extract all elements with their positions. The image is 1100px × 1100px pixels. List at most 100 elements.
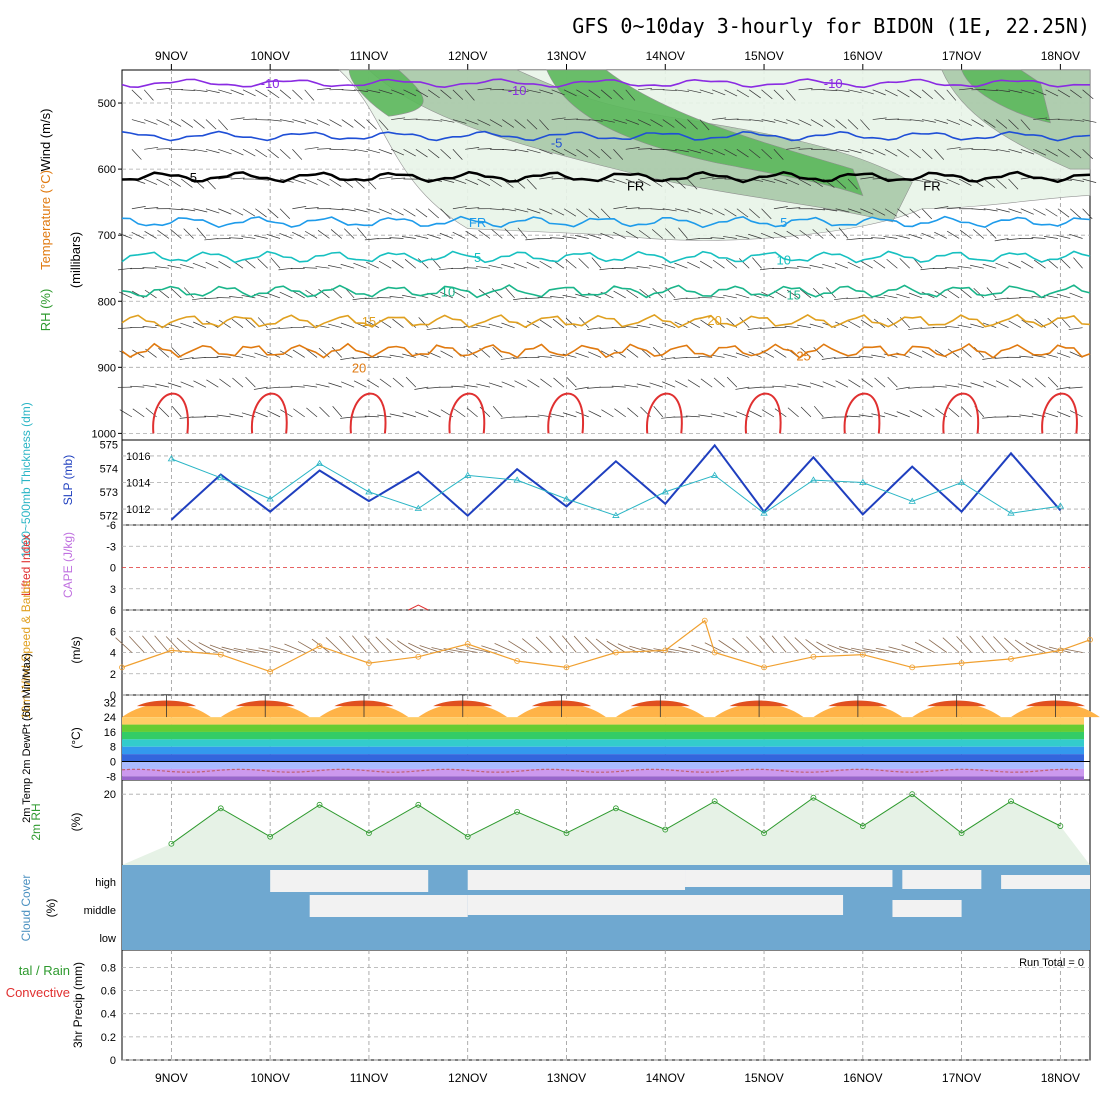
- upper-wind-barb: [218, 148, 232, 155]
- upper-wind-barb: [539, 319, 552, 328]
- upper-wind-barb: [563, 208, 577, 217]
- upper-wind-barb: [230, 208, 244, 216]
- wind-tick-2: 2: [110, 669, 116, 681]
- upper-wind-barb: [414, 386, 429, 390]
- upper-wind-barb: [267, 410, 281, 418]
- upper-wind-barb: [650, 208, 665, 211]
- upper-wind-barb: [1019, 355, 1034, 358]
- upper-wind-barb: [170, 288, 182, 299]
- upper-wind-barb: [1069, 351, 1083, 358]
- wind-barb: [187, 639, 207, 653]
- upper-wind-barb: [292, 149, 303, 160]
- upper-wind-barb: [341, 89, 356, 91]
- upper-wind-barb: [774, 349, 787, 358]
- cape-ylabel: CAPE (J/kg): [61, 532, 75, 598]
- upper-wind-barb: [1057, 119, 1072, 121]
- upper-wind-barb: [465, 119, 479, 125]
- upper-wind-barb: [625, 178, 639, 185]
- upper-wind-barb: [352, 297, 367, 301]
- upper-wind-barb: [736, 148, 749, 158]
- wind-barb: [522, 638, 540, 653]
- upper-wind-barb: [193, 321, 207, 328]
- upper-wind-barb: [292, 89, 303, 100]
- upper-wind-barb: [290, 267, 305, 270]
- upper-wind-barb: [179, 357, 194, 360]
- upper-wind-barb: [304, 178, 318, 185]
- upper-wind-barb: [489, 119, 503, 127]
- wind-barb: [209, 644, 231, 653]
- upper-wind-barb: [1008, 148, 1023, 154]
- upper-wind-barb: [739, 317, 750, 328]
- upper-wind-barb: [328, 323, 342, 329]
- upper-wind-barb: [440, 291, 454, 299]
- upper-wind-barb: [897, 148, 910, 158]
- isotherm-label-7: FR: [469, 215, 486, 230]
- upper-wind-barb: [391, 259, 404, 269]
- wind-barb: [956, 636, 972, 653]
- wind-barb: [494, 642, 515, 653]
- wind-barb: [233, 647, 256, 653]
- upper-wind-barb: [1044, 236, 1058, 239]
- upper-wind-barb: [736, 119, 751, 121]
- upper-wind-barb: [994, 238, 1009, 242]
- upper-wind-barb: [230, 148, 244, 156]
- upper-wind-barb: [847, 178, 858, 190]
- upper-wind-barb: [982, 263, 997, 269]
- wind-barb: [573, 635, 590, 653]
- upper-wind-barb: [710, 354, 725, 358]
- upper-wind-barb: [517, 227, 528, 239]
- upper-wind-barb: [553, 377, 565, 388]
- upper-wind-barb: [415, 89, 429, 98]
- wind-barb: [408, 642, 429, 653]
- upper-wind-barb: [761, 409, 775, 418]
- upper-wind-barb: [636, 383, 651, 388]
- upper-wind-barb: [784, 384, 799, 388]
- upper-wind-barb: [959, 148, 974, 150]
- upper-ylabel-rh: RH (%): [38, 289, 53, 332]
- upper-wind-barb: [613, 149, 624, 160]
- isotherm-label-4: -5: [185, 170, 197, 185]
- precip-legend-conv: Convective: [6, 985, 70, 1000]
- upper-wind-barb: [724, 208, 737, 217]
- upper-wind-barb: [638, 229, 651, 239]
- upper-wind-barb: [306, 407, 318, 418]
- upper-wind-barb: [687, 261, 700, 269]
- upper-wind-barb: [218, 89, 232, 95]
- upper-wind-barb: [501, 263, 515, 269]
- upper-wind-barb: [479, 406, 491, 418]
- upper-wind-barb: [501, 322, 515, 329]
- isotherm-label-16: 25: [796, 348, 810, 363]
- upper-wind-barb: [860, 319, 873, 328]
- upper-wind-barb: [525, 297, 540, 299]
- upper-wind-barb: [353, 119, 366, 129]
- upper-wind-barb: [578, 258, 589, 269]
- wind-barb: [508, 640, 528, 653]
- upper-wind-barb: [576, 119, 591, 121]
- wind-speed-line-marker: [168, 647, 175, 654]
- pressure-tick-0: 500: [98, 98, 116, 110]
- upper-wind-barb: [242, 148, 256, 157]
- upper-wind-barb: [653, 405, 664, 418]
- upper-wind-barb: [600, 149, 612, 160]
- upper-wind-barb: [279, 89, 292, 100]
- upper-wind-barb: [761, 149, 773, 160]
- upper-wind-barb: [1060, 317, 1071, 328]
- rh-ylabel: 2m RH: [29, 803, 43, 840]
- upper-wind-barb: [797, 266, 812, 269]
- upper-wind-barb: [1020, 119, 1031, 131]
- wind-barb: [969, 635, 985, 653]
- upper-wind-barb: [391, 177, 406, 180]
- wind-speed-line-marker: [958, 660, 965, 667]
- upper-wind-barb: [389, 413, 404, 418]
- upper-wind-barb: [946, 178, 960, 186]
- lifted-tick-2: 0: [110, 563, 116, 575]
- upper-wind-barb: [897, 208, 909, 218]
- upper-wind-barb: [600, 89, 613, 100]
- upper-wind-barb: [478, 230, 491, 239]
- upper-wind-barb: [292, 349, 305, 358]
- thickness-tick-0: 575: [100, 440, 118, 452]
- upper-wind-barb: [267, 89, 280, 99]
- cloud-gap-4: [467, 895, 844, 915]
- precip-tick-2: 0.4: [101, 1009, 116, 1021]
- thickness-line-marker: [414, 504, 423, 511]
